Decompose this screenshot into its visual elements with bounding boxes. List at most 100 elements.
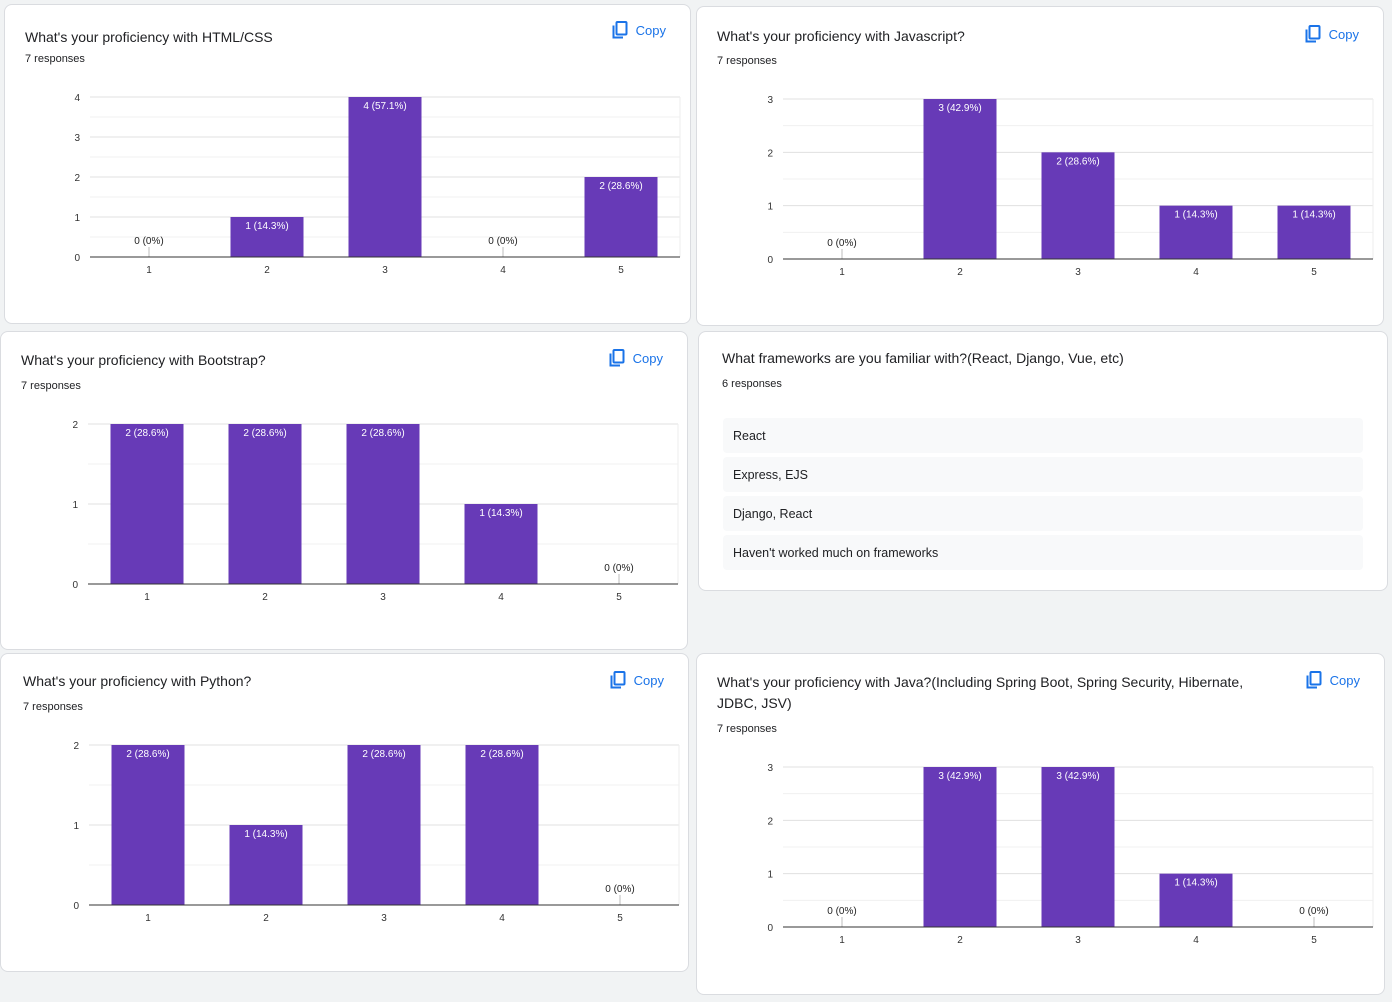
copy-label: Copy — [635, 22, 666, 38]
copy-button[interactable]: Copy — [1306, 671, 1360, 689]
y-tick-label: 0 — [74, 253, 80, 264]
bar[interactable] — [1041, 152, 1115, 259]
bar[interactable] — [1277, 205, 1351, 259]
data-label: 3 (42.9%) — [1056, 771, 1099, 782]
response-count: 7 responses — [717, 723, 777, 735]
data-label: 2 (28.6%) — [1056, 156, 1099, 167]
question-title: What frameworks are you familiar with?(R… — [722, 350, 1124, 366]
copy-label: Copy — [632, 350, 663, 366]
y-tick-label: 0 — [72, 580, 78, 591]
x-tick-label: 5 — [1311, 935, 1317, 946]
response-count: 7 responses — [23, 701, 83, 713]
y-tick-label: 1 — [767, 202, 773, 213]
y-tick-label: 3 — [74, 133, 80, 144]
answer-item: Express, EJS — [723, 457, 1363, 492]
data-label: 0 (0%) — [134, 236, 163, 247]
card-javascript: What's your proficiency with Javascript?… — [696, 6, 1384, 326]
data-label: 2 (28.6%) — [243, 428, 286, 439]
x-tick-label: 2 — [957, 935, 963, 946]
data-label: 1 (14.3%) — [244, 829, 287, 840]
response-count: 7 responses — [25, 53, 85, 65]
bar[interactable] — [347, 745, 421, 905]
data-label: 1 (14.3%) — [1292, 210, 1335, 221]
y-tick-label: 3 — [767, 763, 773, 774]
bar[interactable] — [111, 745, 185, 905]
bar[interactable] — [1159, 205, 1233, 259]
y-tick-label: 2 — [767, 816, 773, 827]
data-label: 3 (42.9%) — [938, 103, 981, 114]
data-label: 1 (14.3%) — [1174, 878, 1217, 889]
bar[interactable] — [229, 825, 303, 905]
data-label: 0 (0%) — [604, 563, 633, 574]
x-tick-label: 2 — [264, 265, 270, 276]
copy-button[interactable]: Copy — [610, 671, 664, 689]
bar[interactable] — [230, 217, 304, 257]
bar[interactable] — [1159, 873, 1233, 927]
bar[interactable] — [346, 424, 420, 584]
card-python: What's your proficiency with Python? 7 r… — [0, 653, 689, 972]
bar[interactable] — [465, 745, 539, 905]
answer-list: React Express, EJS Django, React Haven't… — [723, 418, 1363, 574]
copy-button[interactable]: Copy — [1305, 25, 1359, 43]
data-label: 1 (14.3%) — [245, 221, 288, 232]
copy-label: Copy — [633, 672, 664, 688]
response-count: 6 responses — [722, 378, 782, 390]
bar-chart: 0 1 2 2 (28.6%) 1 2 (28.6%) 2 2 (28.6%) 3 1 (14.3… — [72, 420, 679, 603]
bar-chart: 0 1 2 2 (28.6%) 1 1 (14.3%) 2 2 (28.6%) 3 2 (28.6… — [73, 741, 680, 924]
data-label: 3 (42.9%) — [938, 771, 981, 782]
response-count: 7 responses — [717, 55, 777, 67]
x-tick-label: 1 — [839, 267, 845, 278]
bar-chart: 0 1 2 3 0 (0%) 1 3 (42.9%) 2 3 (42.9%) 3 1 (14.3%)… — [767, 763, 1374, 946]
y-tick-label: 2 — [72, 420, 78, 431]
copy-icon — [1306, 671, 1322, 689]
bar[interactable] — [228, 424, 302, 584]
bar[interactable] — [1041, 767, 1115, 927]
answer-item: Django, React — [723, 496, 1363, 531]
copy-button[interactable]: Copy — [612, 21, 666, 39]
question-title: What's your proficiency with Bootstrap? — [21, 352, 266, 368]
data-label: 0 (0%) — [605, 884, 634, 895]
data-label: 0 (0%) — [827, 906, 856, 917]
x-tick-label: 3 — [1075, 267, 1081, 278]
y-tick-label: 4 — [74, 93, 80, 104]
bar[interactable] — [584, 177, 658, 257]
x-tick-label: 3 — [382, 265, 388, 276]
question-title: What's your proficiency with Javascript? — [717, 28, 965, 44]
x-tick-label: 4 — [1193, 267, 1199, 278]
x-tick-label: 2 — [957, 267, 963, 278]
data-label: 2 (28.6%) — [126, 749, 169, 760]
bar[interactable] — [923, 99, 997, 259]
y-tick-label: 2 — [73, 741, 79, 752]
answer-item: React — [723, 418, 1363, 453]
bar[interactable] — [348, 97, 422, 257]
bar[interactable] — [110, 424, 184, 584]
card-html-css: What's your proficiency with HTML/CSS 7 … — [4, 4, 691, 324]
x-tick-label: 4 — [499, 913, 505, 924]
x-tick-label: 1 — [146, 265, 152, 276]
data-label: 1 (14.3%) — [479, 508, 522, 519]
copy-icon — [1305, 25, 1321, 43]
card-java: What's your proficiency with Java?(Inclu… — [696, 653, 1385, 995]
y-tick-label: 2 — [74, 173, 80, 184]
y-tick-label: 3 — [767, 95, 773, 106]
x-tick-label: 5 — [616, 592, 622, 603]
data-label: 2 (28.6%) — [125, 428, 168, 439]
y-tick-label: 0 — [73, 901, 79, 912]
y-tick-label: 1 — [72, 500, 78, 511]
data-label: 2 (28.6%) — [599, 181, 642, 192]
copy-label: Copy — [1328, 26, 1359, 42]
bar[interactable] — [923, 767, 997, 927]
data-label: 2 (28.6%) — [480, 749, 523, 760]
copy-button[interactable]: Copy — [609, 349, 663, 367]
question-title: What's your proficiency with HTML/CSS — [25, 29, 273, 45]
copy-icon — [612, 21, 628, 39]
x-tick-label: 1 — [144, 592, 150, 603]
copy-icon — [610, 671, 626, 689]
x-tick-label: 3 — [1075, 935, 1081, 946]
copy-icon — [609, 349, 625, 367]
x-tick-label: 2 — [263, 913, 269, 924]
data-label: 4 (57.1%) — [363, 101, 406, 112]
data-label: 2 (28.6%) — [361, 428, 404, 439]
data-label: 1 (14.3%) — [1174, 210, 1217, 221]
bar[interactable] — [464, 504, 538, 584]
